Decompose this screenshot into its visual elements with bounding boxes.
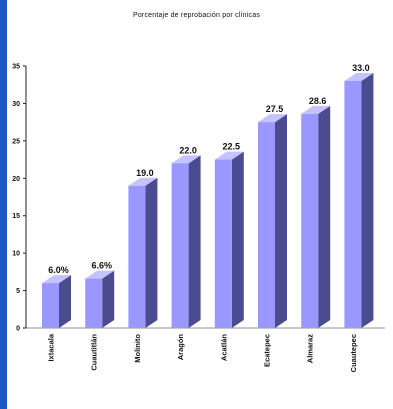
- data-label-2: 19.0: [136, 168, 154, 178]
- category-label-7: Cuautepec: [349, 334, 358, 372]
- bar-top-6: [301, 105, 331, 114]
- bar-4: [214, 159, 232, 328]
- bar-side-6: [318, 105, 331, 328]
- bar-0: [42, 283, 59, 328]
- data-label-3: 22.0: [179, 145, 197, 155]
- bar-side-0: [59, 275, 71, 328]
- bar-side-4: [231, 151, 244, 328]
- bar-top-1: [85, 270, 115, 279]
- bar-top-4: [214, 151, 244, 160]
- bar-top-3: [171, 155, 201, 164]
- data-label-7: 33.0: [352, 63, 370, 73]
- bar-side-7: [361, 72, 374, 328]
- category-label-5: Ecatepec: [263, 334, 272, 367]
- bar-side-2: [145, 177, 158, 328]
- bar-3: [171, 163, 189, 328]
- bar-top-5: [258, 114, 287, 123]
- bar-7: [344, 80, 362, 328]
- bar-top-7: [344, 72, 374, 81]
- data-label-4: 22.5: [223, 142, 241, 152]
- bar-2: [128, 185, 146, 328]
- bar-1: [85, 278, 103, 328]
- data-label-6: 28.6: [309, 96, 327, 106]
- y-tick-label-30: 30: [12, 101, 20, 108]
- category-label-0: Ixtacala: [47, 333, 56, 361]
- bar-top-2: [128, 177, 158, 186]
- category-label-4: Acatlán: [219, 334, 228, 362]
- bar-top-0: [42, 275, 71, 284]
- data-label-0: 6.0%: [48, 265, 69, 275]
- category-label-6: Almaraz: [306, 334, 315, 363]
- y-tick-label-15: 15: [12, 213, 20, 220]
- data-label-5: 27.5: [266, 104, 284, 114]
- y-tick-label-0: 0: [16, 326, 20, 333]
- y-tick-label-25: 25: [12, 138, 20, 145]
- y-tick-label-10: 10: [12, 251, 20, 258]
- category-label-2: Molinito: [133, 334, 142, 363]
- bar-side-5: [275, 114, 287, 329]
- bar-side-3: [188, 155, 201, 328]
- category-label-1: Cuautitlán: [90, 334, 99, 371]
- left-accent-bar: [0, 0, 7, 409]
- category-label-3: Aragón: [176, 334, 185, 361]
- y-tick-label-20: 20: [12, 176, 20, 183]
- y-tick-label-35: 35: [12, 64, 20, 71]
- data-label-1: 6.6%: [91, 261, 112, 271]
- bar-6: [301, 113, 319, 328]
- y-tick-label-5: 5: [16, 288, 20, 295]
- chart-title: Porcentaje de reprobación por clínicas: [132, 12, 261, 19]
- bar-5: [258, 122, 275, 329]
- bar-side-1: [102, 270, 115, 328]
